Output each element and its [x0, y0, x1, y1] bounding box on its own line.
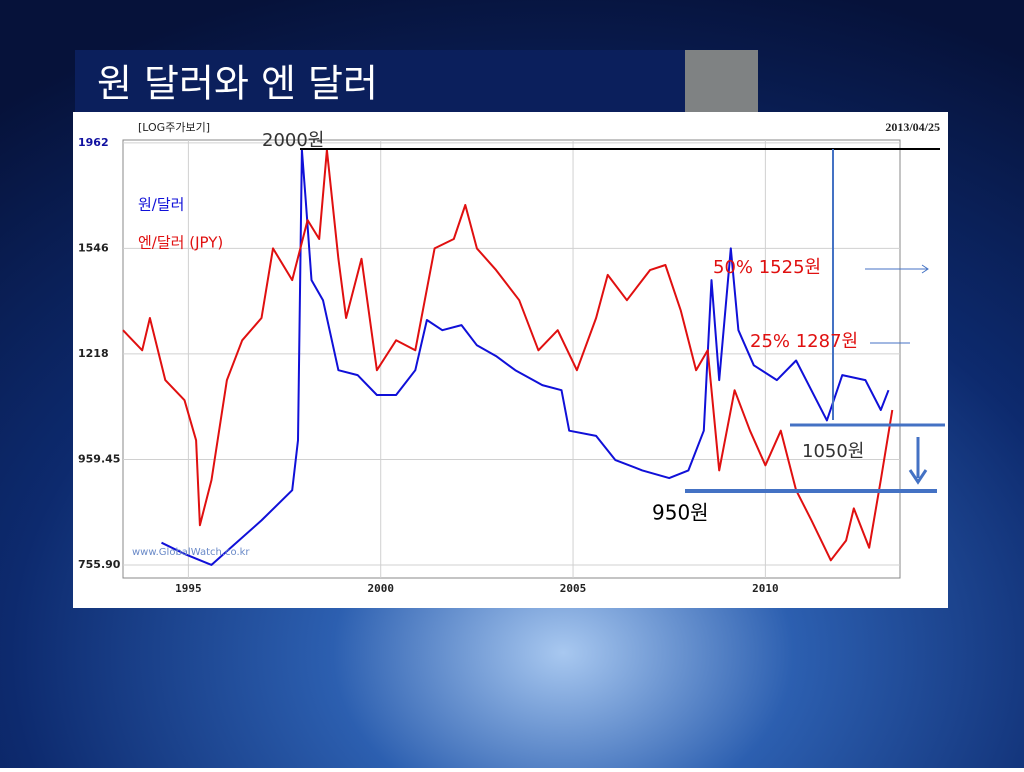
y-tick-label: 1218: [78, 347, 109, 360]
legend-entry: 원/달러: [138, 196, 184, 214]
x-tick-label: 2005: [560, 582, 587, 595]
chart-date: 2013/04/25: [885, 120, 940, 134]
series-line: [122, 149, 894, 562]
chart-panel: [73, 112, 948, 608]
y-tick-label: 1546: [78, 241, 109, 254]
annotation: 25% 1287원: [750, 331, 858, 352]
annotation: 950원: [652, 501, 709, 525]
x-tick-label: 2000: [367, 582, 394, 595]
y-tick-label: 755.90: [78, 558, 121, 571]
x-tick-label: 1995: [175, 582, 202, 595]
y-tick-label: 1962: [78, 136, 109, 149]
arrow: [921, 264, 929, 274]
annotation: 2000원: [262, 130, 324, 151]
title-accent: [685, 50, 758, 112]
grid: 755.90 959.45 1218 1546 1962 1995 2000 2005 2010: [78, 136, 900, 595]
title-bar: [75, 50, 685, 112]
y-tick-label: 959.45: [78, 452, 120, 465]
annotations: 2000원 50% 1525원 25% 1287원 1050원 950원: [262, 130, 864, 525]
chart-header: [LOG주가보기]: [138, 121, 210, 134]
annotation: 1050원: [802, 441, 864, 462]
legend-entry: 엔/달러 (JPY): [138, 234, 223, 252]
arrow: [908, 469, 928, 485]
watermark: www.GlobalWatch.co.kr: [132, 547, 250, 558]
slide-title: 원 달러와 엔 달러: [97, 62, 378, 106]
x-tick-label: 2010: [752, 582, 779, 595]
plot-frame: [122, 139, 901, 579]
annotation: 50% 1525원: [713, 257, 821, 278]
